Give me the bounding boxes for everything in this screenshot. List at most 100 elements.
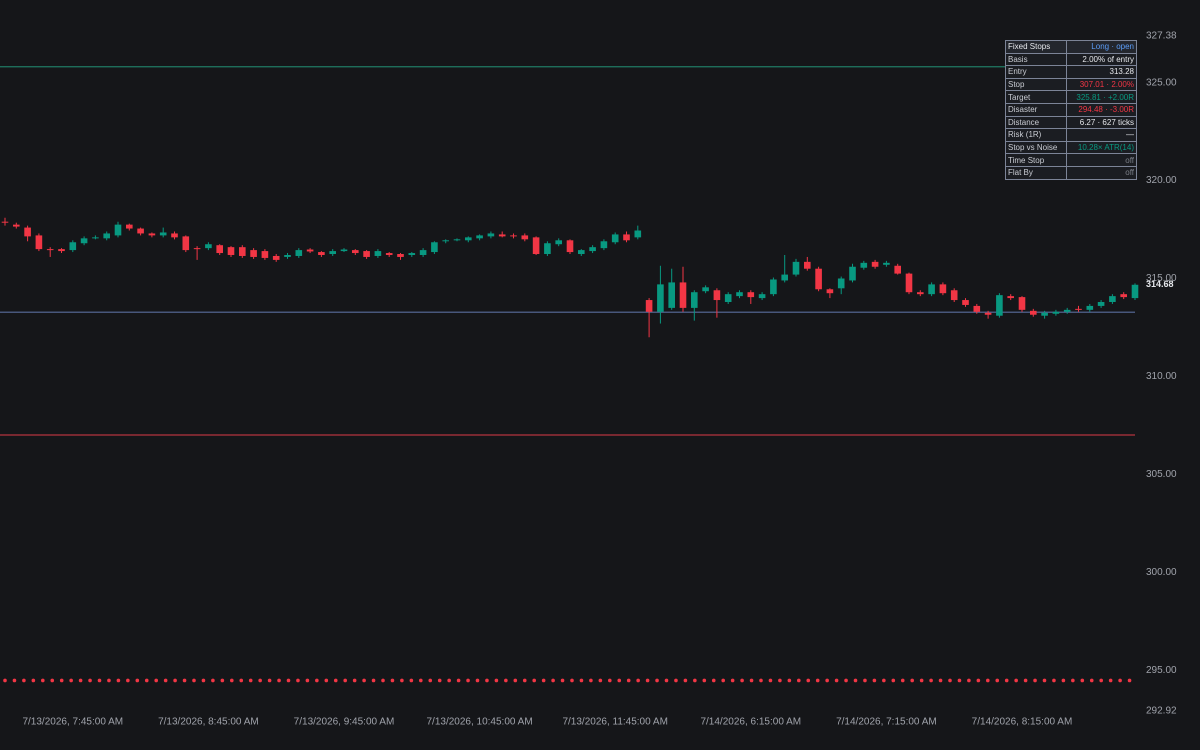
level-dot bbox=[778, 678, 782, 683]
level-dot bbox=[1023, 678, 1028, 683]
panel-label: Entry bbox=[1005, 65, 1067, 79]
level-dot bbox=[617, 678, 622, 683]
level-dot bbox=[636, 678, 640, 683]
level-dots bbox=[3, 678, 1132, 683]
candle-body bbox=[962, 300, 969, 305]
candle-body bbox=[623, 234, 630, 241]
level-dot bbox=[645, 678, 650, 683]
candle-body bbox=[340, 249, 348, 252]
level-dot bbox=[419, 678, 423, 683]
level-dot bbox=[333, 678, 338, 683]
candle-body bbox=[1030, 310, 1037, 315]
level-dot bbox=[730, 678, 735, 683]
candle-body bbox=[871, 261, 879, 267]
candle-body bbox=[860, 262, 868, 268]
panel-label: Flat By bbox=[1005, 165, 1067, 180]
level-dot bbox=[315, 678, 319, 683]
level-dot bbox=[749, 678, 754, 683]
level-dot bbox=[1127, 678, 1132, 683]
panel-row: Stop vs Noise 10.28× ATR(14) bbox=[1005, 140, 1138, 155]
candle-body bbox=[826, 289, 834, 294]
candle-body bbox=[114, 224, 122, 236]
panel-label: Basis bbox=[1005, 52, 1067, 67]
level-dot bbox=[286, 678, 291, 683]
level-dot bbox=[1014, 678, 1018, 683]
candle-body bbox=[984, 312, 992, 315]
x-tick-label: 7/13/2026, 8:45:00 AM bbox=[158, 717, 259, 728]
level-dot bbox=[806, 678, 811, 683]
level-dot bbox=[182, 678, 187, 683]
panel-label: Stop bbox=[1005, 77, 1067, 92]
candle-body bbox=[13, 224, 20, 227]
level-dot bbox=[485, 678, 489, 683]
level-dot bbox=[834, 678, 839, 683]
x-tick-label: 7/13/2026, 10:45:00 AM bbox=[426, 717, 532, 728]
candle-body bbox=[227, 247, 235, 255]
y-tick-label: 292.92 bbox=[1146, 706, 1177, 717]
level-dot bbox=[475, 678, 480, 683]
candle-body bbox=[1052, 311, 1060, 314]
x-tick-label: 7/13/2026, 9:45:00 AM bbox=[294, 717, 395, 728]
candle-body bbox=[928, 284, 935, 295]
level-dot bbox=[891, 678, 896, 683]
last-price-label: 314.68 bbox=[1146, 279, 1174, 289]
candle-body bbox=[159, 232, 167, 236]
candle-body bbox=[713, 290, 721, 301]
x-tick-label: 7/14/2026, 7:15:00 AM bbox=[836, 717, 937, 728]
panel-row: Entry 313.28 bbox=[1005, 65, 1138, 79]
candle-body bbox=[465, 237, 472, 241]
candle-body bbox=[284, 254, 291, 257]
x-tick-label: 7/13/2026, 11:45:00 AM bbox=[562, 717, 667, 728]
panel-label: Disaster bbox=[1005, 102, 1067, 117]
level-dot bbox=[900, 678, 905, 683]
candle-body bbox=[1075, 308, 1082, 310]
level-dot bbox=[456, 678, 461, 683]
panel-value: 307.01 · 2.00% bbox=[1065, 77, 1138, 92]
candle-body bbox=[770, 279, 777, 295]
candle-body bbox=[498, 234, 506, 237]
level-dot bbox=[305, 678, 310, 683]
candle-body bbox=[883, 262, 890, 265]
level-dot bbox=[759, 678, 763, 683]
candle-body bbox=[374, 251, 382, 256]
candle-body bbox=[1086, 305, 1094, 310]
candle-body bbox=[261, 251, 269, 258]
level-dot bbox=[50, 678, 55, 683]
level-dot bbox=[1033, 678, 1037, 683]
x-tick-label: 7/14/2026, 6:15:00 AM bbox=[700, 717, 801, 728]
candle-body bbox=[442, 240, 449, 242]
level-dot bbox=[768, 678, 773, 683]
level-dot bbox=[447, 678, 451, 683]
candle-body bbox=[80, 238, 88, 244]
level-dot bbox=[863, 678, 867, 683]
candle-body bbox=[408, 253, 416, 255]
level-dot bbox=[570, 678, 574, 683]
panel-label: Distance bbox=[1005, 115, 1067, 130]
candle-body bbox=[544, 243, 551, 255]
candle-body bbox=[566, 240, 574, 253]
candle-body bbox=[103, 233, 110, 239]
level-dot bbox=[551, 678, 555, 683]
candle-body bbox=[216, 245, 223, 254]
panel-row: Target 325.81 · +2.00R bbox=[1005, 90, 1138, 104]
level-dot bbox=[787, 678, 792, 683]
candle-body bbox=[634, 230, 642, 238]
candle-body bbox=[1041, 312, 1048, 316]
level-dot bbox=[1052, 678, 1056, 683]
candle-body bbox=[148, 233, 156, 236]
candle-body bbox=[306, 249, 314, 252]
candle-body bbox=[521, 235, 529, 240]
candle-body bbox=[645, 300, 653, 312]
level-dot bbox=[230, 678, 234, 683]
level-dot bbox=[258, 678, 262, 683]
candle-body bbox=[1063, 309, 1071, 312]
candle-body bbox=[668, 282, 675, 308]
level-dot bbox=[277, 678, 281, 683]
candle-body bbox=[193, 248, 201, 250]
candle-body bbox=[736, 292, 743, 297]
candle-body bbox=[611, 234, 619, 243]
level-dot bbox=[560, 678, 565, 683]
y-tick-label: 325.00 bbox=[1146, 77, 1177, 88]
level-dot bbox=[22, 678, 26, 683]
